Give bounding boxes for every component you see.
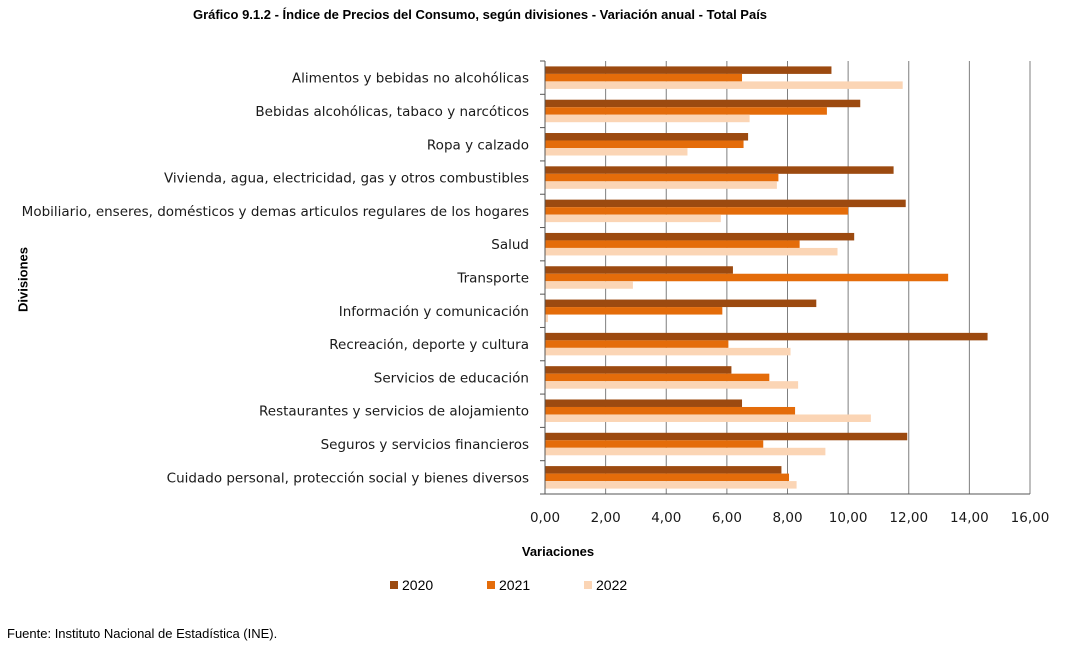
bar-2022 [545, 314, 549, 323]
bar-2022 [545, 447, 826, 456]
bar-2022 [545, 181, 777, 189]
category-label: Servicios de educación [374, 370, 529, 386]
bar-2021 [545, 406, 796, 415]
bar-2022 [545, 81, 903, 89]
x-tick-label: 16,00 [1011, 510, 1050, 526]
bar-2021 [545, 73, 743, 82]
legend-label-2022: 2022 [596, 577, 628, 593]
legend-item-2021: 2021 [487, 577, 530, 593]
category-label: Salud [491, 237, 529, 253]
bar-2021 [545, 340, 729, 348]
bar-2021 [545, 140, 744, 149]
bar-2021 [545, 440, 764, 448]
legend-item-2020: 2020 [390, 577, 433, 593]
bar-2020 [545, 99, 861, 108]
category-label: Seguros y servicios financieros [321, 437, 529, 453]
bar-2021 [545, 273, 949, 282]
legend-swatch-2020 [390, 581, 398, 589]
bar-2022 [545, 381, 799, 389]
x-tick-label: 6,00 [712, 510, 742, 526]
bar-2021 [545, 207, 849, 215]
category-label: Ropa y calzado [427, 137, 529, 153]
bar-2022 [545, 347, 791, 356]
y-axis-title: Divisiones [15, 246, 31, 313]
label-layer: 0,00 2,00 4,00 6,00 8,00 10,00 12,00 14,00 16,00… [22, 71, 1050, 526]
bar-2021 [545, 107, 827, 115]
bar-2020 [545, 133, 749, 141]
bar-2022 [545, 148, 688, 156]
bar-2022 [545, 281, 633, 289]
bar-layer [545, 66, 988, 489]
legend-label-2021: 2021 [499, 577, 531, 593]
axis-layer [540, 60, 1030, 495]
bar-2021 [545, 240, 800, 248]
x-tick-label: 4,00 [651, 510, 681, 526]
bar-2021 [545, 307, 723, 315]
legend-swatch-2021 [487, 581, 495, 589]
category-label: Vivienda, agua, electricidad, gas y otro… [164, 171, 529, 187]
bar-2020 [545, 66, 832, 74]
category-label: Transporte [456, 271, 529, 287]
bar-2020 [545, 366, 732, 374]
x-tick-label: 14,00 [950, 510, 989, 526]
bar-2020 [545, 232, 855, 241]
x-tick-label: 10,00 [829, 510, 868, 526]
bar-2020 [545, 299, 817, 308]
bar-2021 [545, 173, 779, 182]
x-tick-label: 0,00 [530, 510, 560, 526]
legend-swatch-2022 [584, 581, 592, 589]
category-label: Recreación, deporte y cultura [329, 337, 529, 353]
bar-2020 [545, 432, 908, 441]
category-label: Alimentos y bebidas no alcohólicas [292, 71, 529, 87]
x-axis-title: Variaciones [521, 544, 595, 559]
bar-2020 [545, 399, 743, 407]
category-label: Restaurantes y servicios de alojamiento [259, 404, 529, 420]
x-tick-label: 8,00 [772, 510, 802, 526]
bar-2020 [545, 266, 733, 274]
bar-2022 [545, 214, 721, 223]
bar-2022 [545, 414, 871, 422]
chart-title: Gráfico 9.1.2 - Índice de Precios del Co… [192, 7, 768, 22]
bar-2020 [545, 466, 782, 474]
x-tick-label: 12,00 [889, 510, 928, 526]
category-label: Bebidas alcohólicas, tabaco y narcóticos [255, 104, 529, 120]
bar-2020 [545, 199, 906, 208]
legend-label-2020: 2020 [402, 577, 434, 593]
bar-2022 [545, 481, 797, 489]
bar-2022 [545, 247, 838, 256]
category-label: Mobiliario, enseres, domésticos y demas … [22, 204, 529, 220]
bar-2020 [545, 166, 894, 174]
legend-item-2022: 2022 [584, 577, 627, 593]
category-label: Cuidado personal, protección social y bi… [167, 470, 529, 486]
x-tick-label: 2,00 [591, 510, 621, 526]
source-note: Fuente: Instituto Nacional de Estadístic… [7, 626, 278, 641]
bar-2022 [545, 114, 750, 123]
bar-2020 [545, 332, 988, 341]
category-label: Información y comunicación [339, 304, 529, 320]
bar-2021 [545, 373, 770, 382]
bar-2021 [545, 473, 790, 482]
